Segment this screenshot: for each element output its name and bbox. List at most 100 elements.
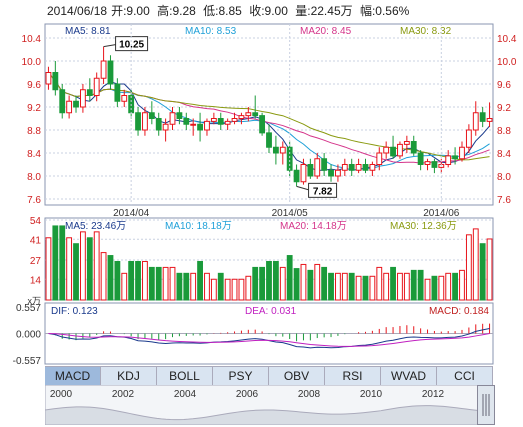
volume-unit-label: x万 (27, 296, 41, 306)
tab-rsi[interactable]: RSI (325, 367, 381, 385)
quote-close: 收:9.00 (249, 4, 288, 18)
macd-dea-line (48, 332, 490, 347)
volume-bar (459, 269, 465, 301)
price-axis-left-label: 8.8 (27, 126, 41, 137)
tab-cci[interactable]: CCI (437, 367, 493, 385)
candle-body (321, 158, 328, 171)
candle-body (183, 118, 190, 125)
low-price-label: 7.82 (313, 186, 333, 197)
candle-body (286, 146, 293, 171)
volume-bar (204, 272, 210, 301)
candle-body (383, 146, 390, 154)
candle-body (100, 60, 107, 79)
volume-bar (390, 266, 396, 301)
candle-body (472, 112, 479, 131)
candle-body (245, 112, 252, 117)
indicator-tabs: MACD KDJ BOLL PSY OBV RSI WVAD CCI (45, 366, 493, 385)
candle-body (431, 161, 438, 168)
candle-body (424, 161, 431, 165)
date-axis-label: 2014/06 (423, 208, 460, 219)
timeline-navigator[interactable]: 2000 2002 2004 2006 2008 2010 2012 (45, 385, 493, 425)
high-callout-line (103, 44, 116, 48)
volume-bar (266, 260, 272, 301)
volume-bar (100, 252, 107, 301)
candle-body (348, 164, 355, 171)
timeline-year-label: 2000 (50, 389, 73, 400)
volume-bar (376, 266, 383, 301)
price-axis-left-label: 9.2 (27, 103, 41, 114)
volume-bar (335, 272, 341, 301)
candle-body (252, 112, 259, 117)
volume-bar (314, 263, 321, 301)
volume-ma-label: MA5: 23.46万 (65, 221, 126, 232)
candle-body (417, 152, 424, 165)
candle-body (148, 112, 155, 119)
candle-body (272, 146, 279, 154)
candle-body (155, 118, 162, 131)
volume-axis-label: 54 (30, 216, 42, 227)
macd-value-label: MACD: 0.184 (429, 306, 489, 317)
date-axis-label: 2014/04 (113, 208, 150, 219)
candle-body (59, 89, 66, 114)
quote-volume: 量:22.45万 (295, 4, 353, 18)
tab-obv[interactable]: OBV (269, 367, 325, 385)
candle-body (238, 115, 245, 119)
volume-bar (224, 278, 231, 301)
tab-macd[interactable]: MACD (45, 367, 101, 385)
candle-body (362, 164, 369, 171)
volume-bar (128, 260, 135, 301)
price-axis-left-label: 8.0 (27, 172, 41, 183)
candle-body (210, 118, 217, 122)
candle-body (66, 100, 73, 114)
volume-ma-label: MA30: 12.36万 (390, 221, 457, 232)
timeline-year-label: 2004 (174, 389, 197, 400)
tab-boll[interactable]: BOLL (157, 367, 213, 385)
tab-wvad[interactable]: WVAD (381, 367, 437, 385)
candle-body (314, 158, 321, 177)
quote-date: 2014/06/18 (47, 4, 108, 18)
price-axis-right-label: 9.2 (497, 103, 511, 114)
volume-bar (155, 266, 162, 301)
stock-chart[interactable]: 10.4 10.4 10.0 10.0 9.6 9.6 9.2 9.2 8.8 8.8 8.4 8.4… (0, 0, 523, 365)
volume-bar (52, 225, 59, 301)
volume-bar (369, 275, 376, 301)
tab-kdj[interactable]: KDJ (101, 367, 157, 385)
volume-axis-label: 41 (30, 235, 42, 246)
volume-bar (307, 269, 314, 301)
volume-bar (245, 275, 252, 301)
volume-bar (176, 272, 183, 301)
price-axis-left-label: 9.6 (27, 80, 41, 91)
volume-bar (66, 237, 73, 301)
candle-body (45, 72, 52, 85)
candle-body (397, 143, 403, 157)
candle-body (93, 77, 100, 96)
candle-body (445, 155, 452, 165)
volume-bar (293, 268, 300, 301)
candle-body (86, 89, 93, 96)
candle-body (459, 146, 465, 160)
volume-bar (162, 266, 169, 301)
volume-bar (445, 272, 452, 301)
timeline-scroll-handle[interactable] (477, 385, 495, 425)
volume-bar (321, 266, 328, 301)
candle-body (176, 112, 183, 119)
volume-bar (121, 272, 128, 301)
quote-amplitude: 幅:0.56% (359, 4, 410, 18)
macd-axis-label: 0.557 (16, 303, 41, 314)
quote-low: 低:8.85 (203, 4, 242, 18)
volume-bar (355, 275, 362, 301)
volume-bar (279, 266, 286, 301)
candle-body (328, 169, 334, 177)
macd-axis-label: 0.000 (16, 330, 41, 341)
volume-bar (86, 237, 93, 301)
candle-body (376, 152, 383, 165)
volume-bar (252, 266, 259, 301)
volume-bar (452, 272, 459, 301)
macd-dea-label: DEA: 0.031 (245, 306, 297, 317)
timeline-year-label: 2008 (298, 389, 321, 400)
candle-body (142, 112, 148, 131)
timeline-year-label: 2002 (112, 389, 135, 400)
tab-psy[interactable]: PSY (213, 367, 269, 385)
volume-bar (59, 225, 66, 301)
quote-open: 开:9.00 (111, 4, 150, 18)
